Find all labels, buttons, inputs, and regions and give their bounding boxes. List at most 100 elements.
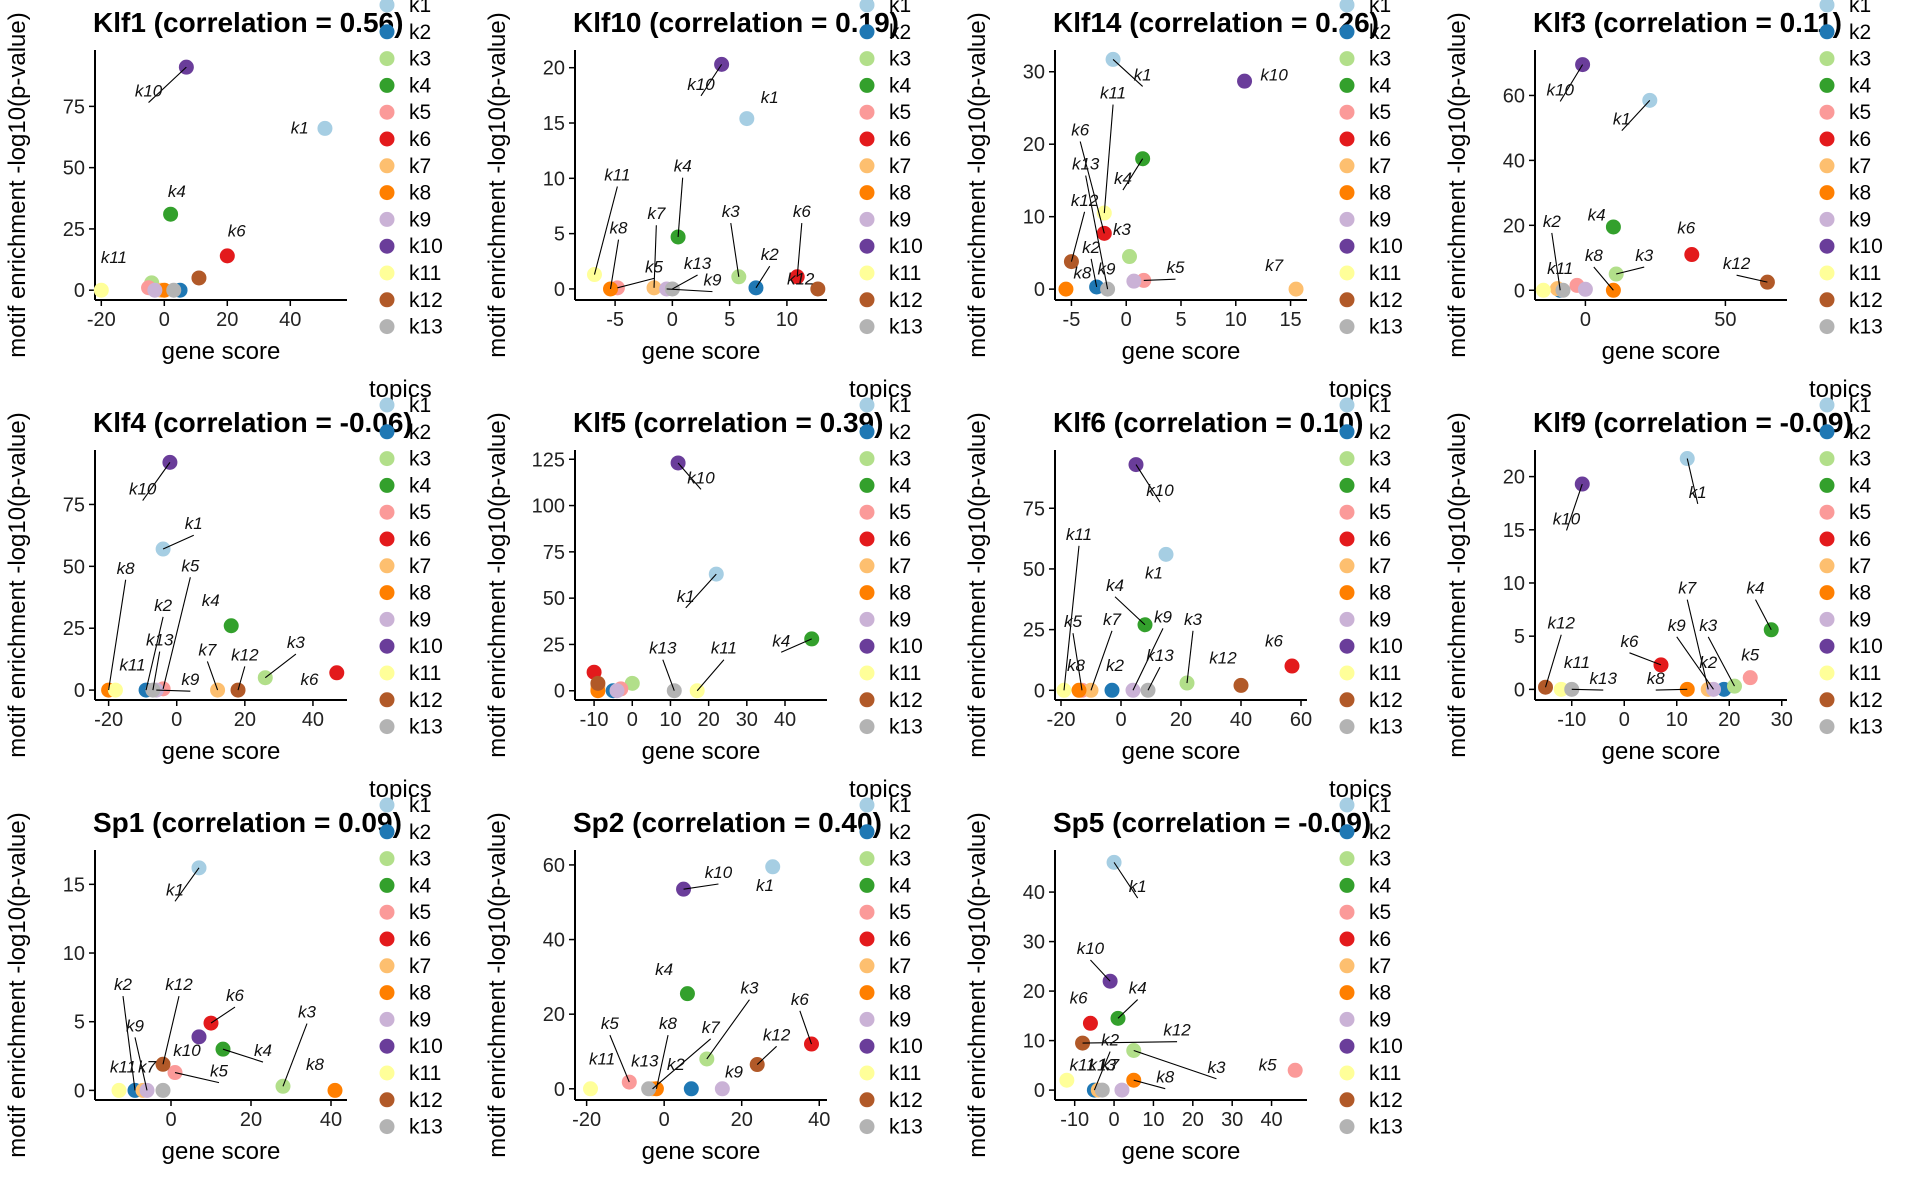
point-label: k9 (1154, 607, 1173, 626)
legend-label: k8 (409, 582, 431, 605)
legend-key-k4 (1819, 77, 1835, 93)
label-connector (780, 638, 812, 653)
x-tick-label: -10 (1060, 1109, 1089, 1131)
point-k12 (191, 270, 207, 286)
label-connector (122, 996, 136, 1091)
label-connector (653, 225, 657, 288)
legend-key-k6 (379, 131, 395, 147)
label-connector (1616, 266, 1645, 275)
point-label: k7 (1103, 610, 1122, 629)
legend-title: topics (369, 376, 432, 403)
y-tick-label: 20 (1023, 134, 1045, 156)
legend-label: k3 (889, 848, 911, 871)
point-label: k5 (1064, 612, 1083, 631)
label-connector (237, 666, 246, 691)
facet-panel: Klf1 (correlation = 0.56)-20 0 20 400255075… (4, 0, 443, 365)
point-label: k2 (1082, 238, 1101, 257)
label-connector (1147, 666, 1161, 691)
legend-key-k1 (1819, 0, 1835, 13)
legend-key-k1 (1339, 397, 1355, 413)
x-tick-label: 30 (1771, 709, 1793, 731)
legend-key-k13 (1339, 319, 1355, 335)
legend-label: k4 (889, 874, 912, 897)
x-axis-label: gene score (162, 338, 281, 365)
legend-key-k5 (1819, 104, 1835, 120)
point-k4 (679, 986, 695, 1002)
legend-label: k9 (1849, 208, 1871, 231)
legend-label: k10 (1369, 235, 1403, 258)
legend-key-k1 (1819, 397, 1835, 413)
point-label: k8 (659, 1014, 678, 1033)
legend-key-k2 (1819, 424, 1835, 440)
point-label: k7 (702, 1018, 721, 1037)
legend-key-k12 (1819, 692, 1835, 708)
x-tick-label: -20 (94, 709, 123, 731)
legend-key-k4 (379, 77, 395, 93)
legend-label: k4 (409, 874, 432, 897)
point-label: k6 (1677, 218, 1696, 237)
legend-label: k11 (889, 662, 921, 685)
legend-key-k13 (379, 1119, 395, 1135)
legend-label: k11 (1849, 662, 1881, 685)
point-label: k3 (1184, 610, 1203, 629)
point-label: k4 (254, 1041, 272, 1060)
y-tick-label: 20 (1023, 981, 1045, 1003)
point-label: k2 (761, 245, 780, 264)
point-label: k2 (114, 975, 133, 994)
legend-key-k1 (379, 797, 395, 813)
legend-label: k9 (889, 208, 911, 231)
point-label: k4 (655, 960, 673, 979)
legend-key-k3 (379, 851, 395, 867)
legend-title: topics (1329, 776, 1392, 803)
legend-label: k2 (889, 21, 911, 44)
legend-key-k8 (379, 585, 395, 601)
y-tick-label: 60 (543, 855, 565, 877)
legend-label: k7 (409, 555, 431, 578)
legend-label: k7 (409, 955, 431, 978)
point-label: k3 (1113, 220, 1132, 239)
legend-key-k4 (1339, 477, 1355, 493)
legend-label: k13 (1369, 1116, 1403, 1139)
y-tick-label: 0 (1514, 679, 1525, 701)
y-tick-label: 10 (543, 168, 565, 190)
point-label: k5 (601, 1014, 620, 1033)
label-connector (1079, 141, 1105, 234)
point-label: k13 (649, 639, 677, 658)
legend-key-k12 (1339, 292, 1355, 308)
legend-label: k6 (1369, 528, 1391, 551)
label-connector (696, 659, 725, 692)
label-connector (672, 274, 698, 290)
x-axis-label: gene score (642, 738, 761, 765)
point-label: k8 (1647, 669, 1666, 688)
label-connector (1655, 688, 1688, 691)
legend-label: k2 (1849, 21, 1871, 44)
point-label: k6 (226, 986, 245, 1005)
legend-label: k5 (1849, 501, 1871, 524)
legend-key-k13 (1819, 719, 1835, 735)
y-axis-label: motif enrichment -log10(p-value) (4, 812, 31, 1157)
panel-title: Klf3 (correlation = 0.11) (1533, 7, 1842, 38)
point-label: k1 (185, 514, 203, 533)
label-connector (134, 1037, 148, 1091)
label-connector (1551, 232, 1561, 291)
x-axis-label: gene score (1602, 338, 1721, 365)
point-label: k6 (793, 202, 812, 221)
point-label: k1 (1613, 110, 1631, 129)
label-connector (677, 462, 702, 490)
point-k5 (1287, 1062, 1303, 1078)
y-tick-label: 75 (63, 96, 85, 118)
point-label: k13 (1089, 1055, 1117, 1074)
label-connector (609, 1034, 630, 1083)
legend-key-k11 (1339, 1065, 1355, 1081)
x-tick-label: -10 (1557, 709, 1586, 731)
legend-key-k9 (379, 611, 395, 627)
y-tick-label: 20 (543, 58, 565, 80)
point-label: k5 (1259, 1055, 1278, 1074)
point-label: k1 (1145, 564, 1163, 583)
legend-title: topics (849, 0, 912, 3)
legend-label: k7 (889, 155, 911, 178)
y-tick-label: 15 (543, 113, 565, 135)
legend-key-k4 (1819, 477, 1835, 493)
point-label: k7 (647, 204, 666, 223)
point-label: k4 (674, 157, 692, 176)
